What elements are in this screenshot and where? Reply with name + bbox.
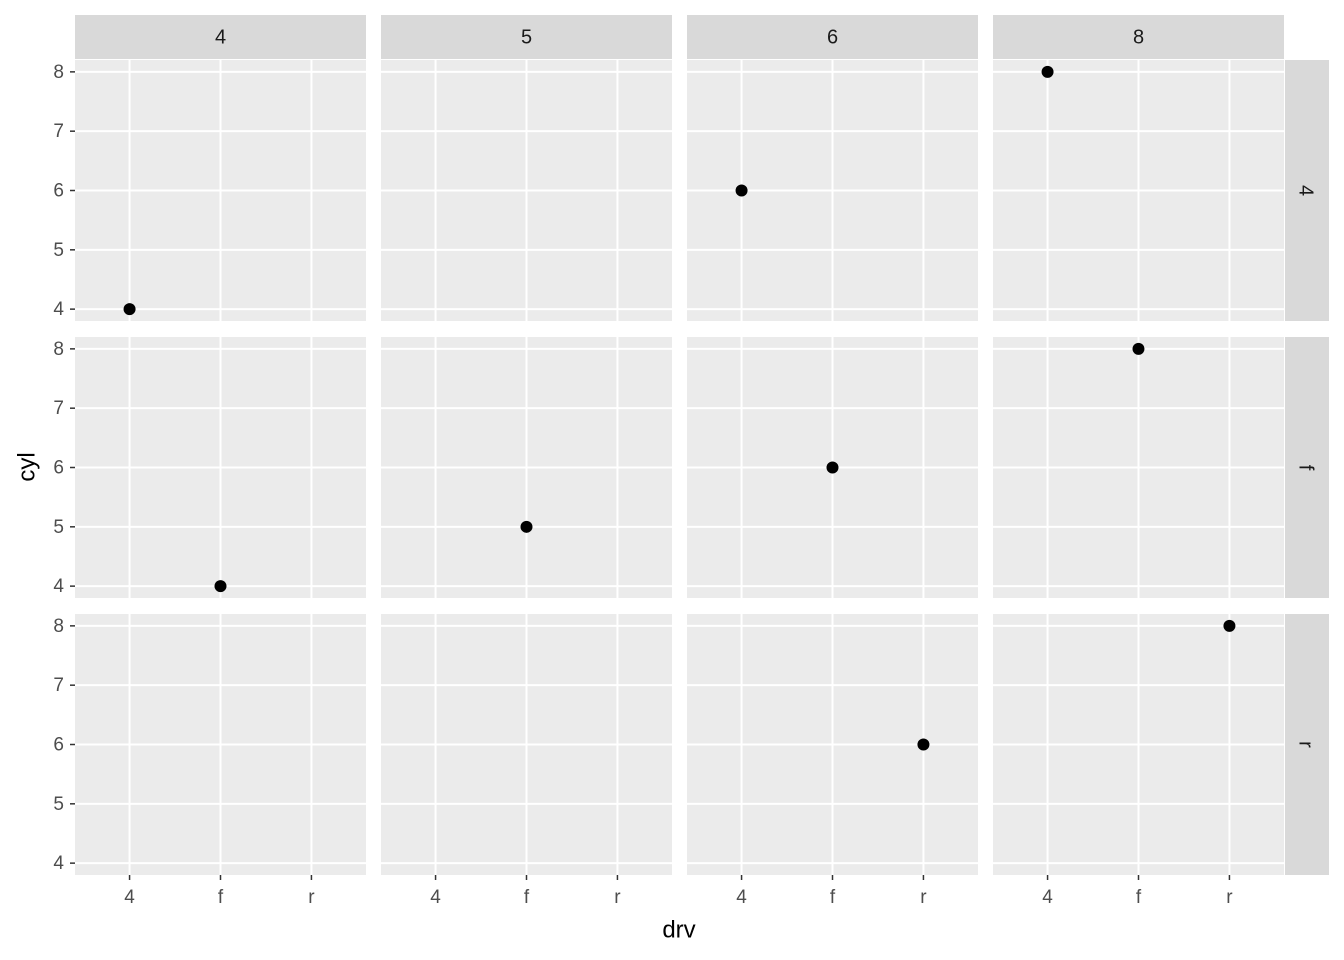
x-tick-label: r: [308, 887, 315, 908]
strip-label: 6: [827, 26, 838, 48]
point: [214, 580, 227, 593]
x-axis-title: drv: [662, 916, 695, 943]
strip-label: 5: [521, 26, 532, 48]
x-tick-label: r: [920, 887, 927, 908]
strip-background: [75, 15, 366, 59]
strip-label: 8: [1133, 26, 1144, 48]
y-tick-label: 5: [53, 517, 64, 538]
x-tick-label: 4: [736, 887, 747, 908]
x-tick-label: 4: [124, 887, 135, 908]
y-tick-label: 4: [53, 299, 64, 320]
strip-background: [1285, 614, 1329, 875]
x-tick-label: f: [218, 887, 224, 908]
y-tick-label: 6: [53, 181, 64, 202]
y-axis-title: cyl: [13, 452, 40, 481]
point: [1041, 65, 1054, 78]
x-tick-label: f: [1136, 887, 1142, 908]
strip-label: f: [1295, 465, 1317, 471]
y-tick-label: 7: [53, 398, 64, 419]
x-tick-label: r: [614, 887, 621, 908]
point: [826, 461, 839, 474]
strip-background: [993, 15, 1284, 59]
x-tick-label: r: [1226, 887, 1233, 908]
strip-label: 4: [215, 26, 226, 48]
y-tick-label: 8: [53, 62, 64, 83]
point: [1223, 619, 1236, 632]
y-tick-label: 8: [53, 616, 64, 637]
y-tick-label: 8: [53, 339, 64, 360]
strip-background: [687, 15, 978, 59]
point: [1132, 342, 1145, 355]
point: [735, 184, 748, 197]
x-tick-label: 4: [430, 887, 441, 908]
y-tick-label: 6: [53, 458, 64, 479]
x-tick-label: f: [524, 887, 530, 908]
y-tick-label: 4: [53, 853, 64, 874]
strip-label: r: [1295, 741, 1317, 748]
y-tick-label: 4: [53, 576, 64, 597]
strip-background: [381, 15, 672, 59]
y-tick-label: 7: [53, 675, 64, 696]
x-tick-label: 4: [1042, 887, 1053, 908]
point: [917, 738, 930, 751]
strip-label: 4: [1295, 185, 1317, 196]
y-tick-label: 6: [53, 735, 64, 756]
y-tick-label: 7: [53, 121, 64, 142]
x-tick-label: f: [830, 887, 836, 908]
strip-background: [1285, 60, 1329, 321]
strip-background: [1285, 337, 1329, 598]
point: [520, 520, 533, 533]
y-tick-label: 5: [53, 240, 64, 261]
point: [123, 303, 136, 316]
y-tick-label: 5: [53, 794, 64, 815]
